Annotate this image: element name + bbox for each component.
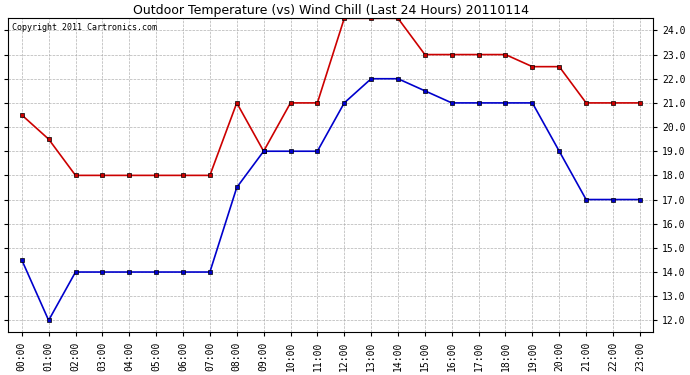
Text: Copyright 2011 Cartronics.com: Copyright 2011 Cartronics.com bbox=[12, 23, 157, 32]
Title: Outdoor Temperature (vs) Wind Chill (Last 24 Hours) 20110114: Outdoor Temperature (vs) Wind Chill (Las… bbox=[132, 4, 529, 17]
